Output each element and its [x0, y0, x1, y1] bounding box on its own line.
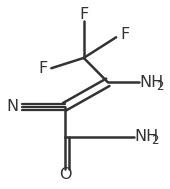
Text: O: O [59, 167, 72, 182]
Text: NH: NH [134, 129, 159, 144]
Text: 2: 2 [156, 80, 164, 93]
Text: NH: NH [139, 75, 164, 90]
Text: N: N [7, 99, 19, 114]
Text: F: F [120, 27, 130, 42]
Text: F: F [38, 61, 47, 76]
Text: 2: 2 [151, 134, 158, 147]
Text: F: F [79, 7, 88, 22]
